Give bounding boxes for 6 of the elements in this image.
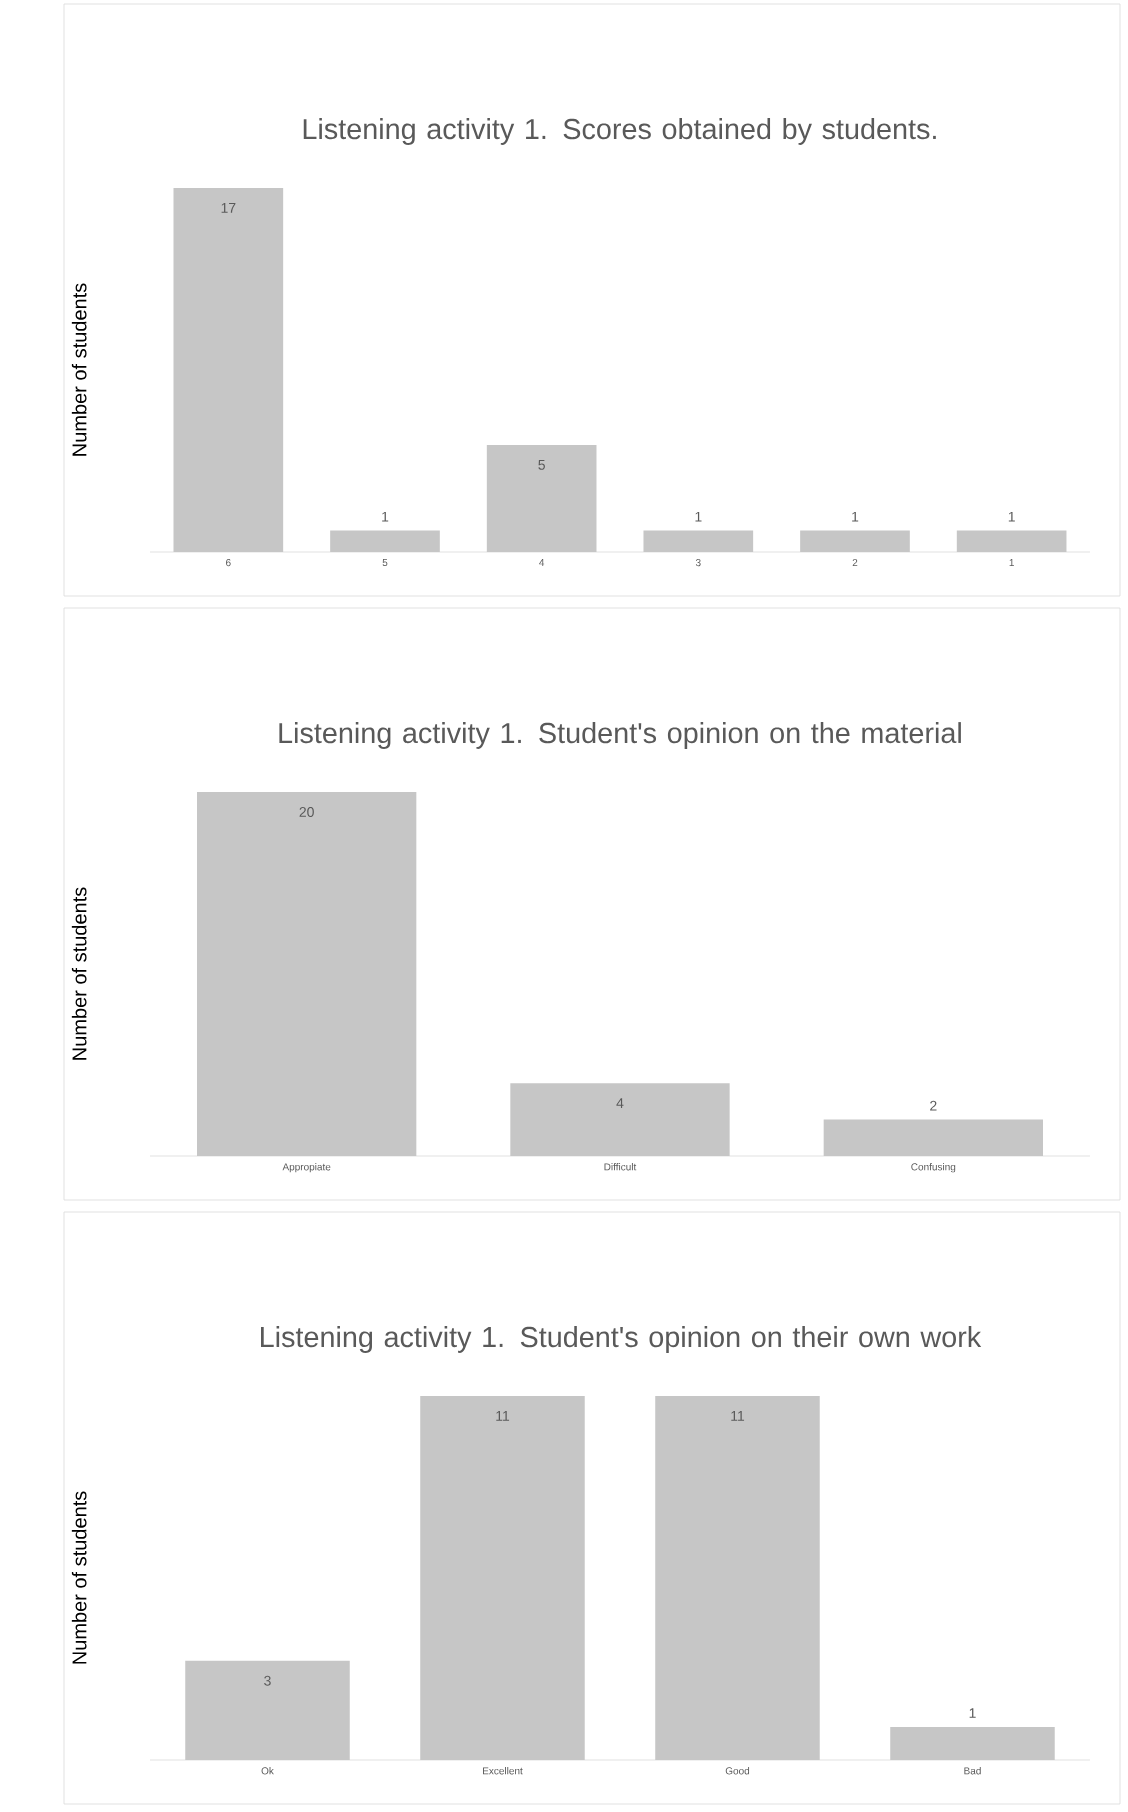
y-axis-title: Number of students xyxy=(71,283,87,456)
y-axis-title: Number of students xyxy=(71,1491,87,1664)
y-axis-title: Number of students xyxy=(71,887,87,1060)
chart-title: Listening activity 1. Student's opinion on the material xyxy=(279,722,961,749)
chart-title: Listening activity 1. Student's opinion on their own work xyxy=(261,1326,982,1353)
chart-title: Listening activity 1. Scores obtained by students. xyxy=(303,118,936,145)
